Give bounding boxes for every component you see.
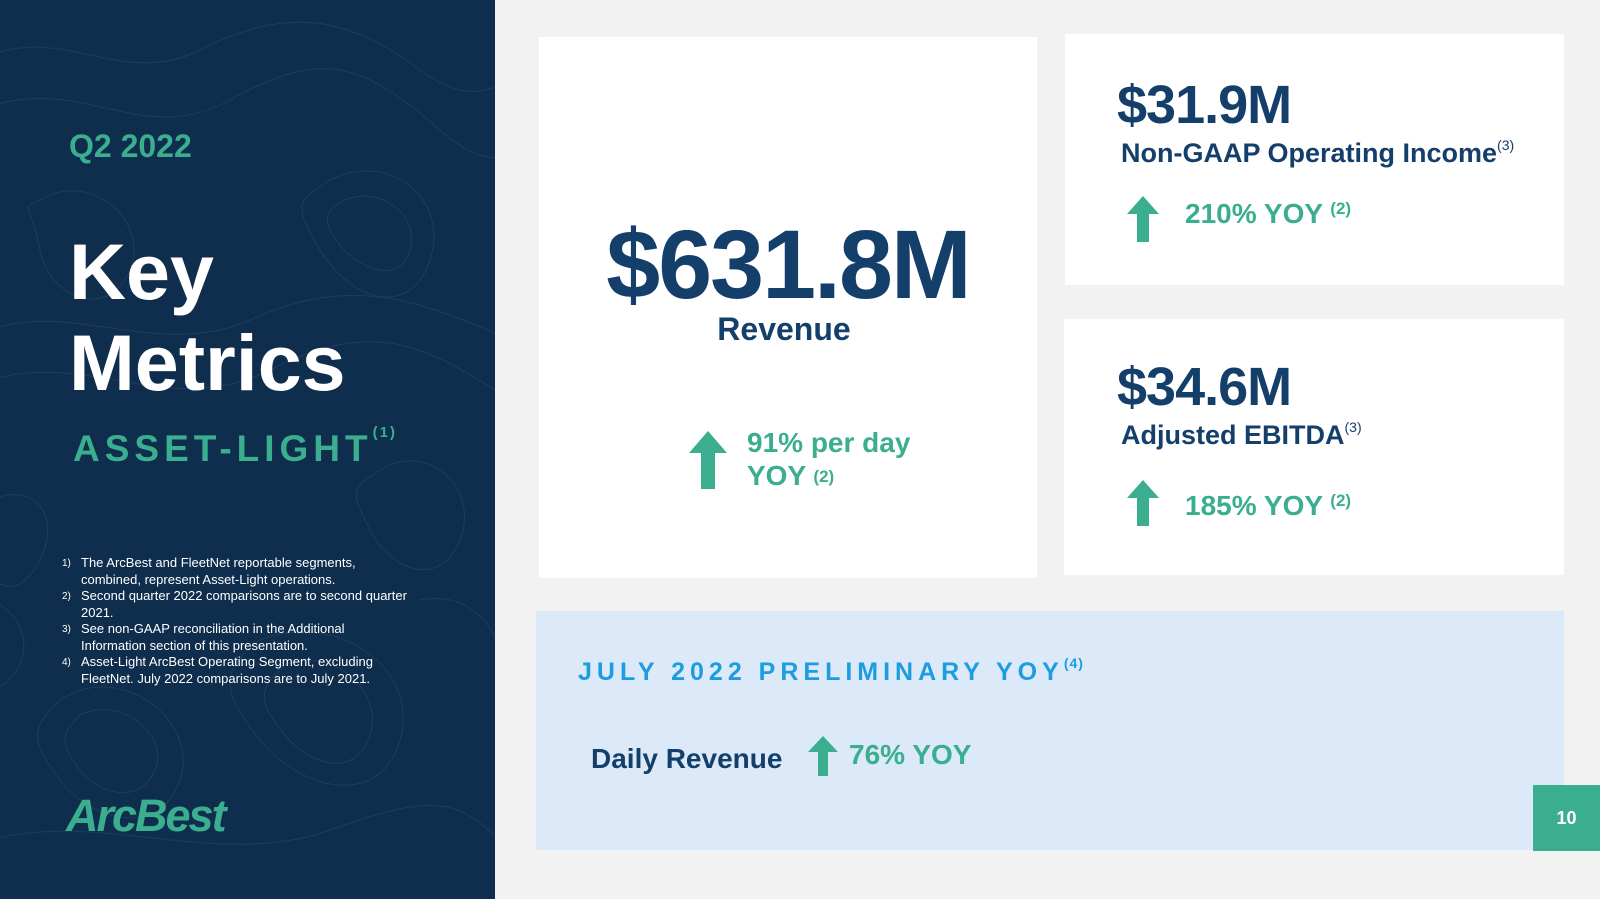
july-panel-title: JULY 2022 PRELIMINARY YOY(4): [578, 655, 1084, 687]
page-title: Key Metrics: [69, 226, 346, 408]
footnote-ref: (3): [1344, 419, 1362, 435]
footnote-ref: (2): [1330, 491, 1352, 510]
footnote-number: 1): [62, 558, 71, 569]
daily-revenue-label: Daily Revenue: [591, 743, 783, 774]
revenue-change-line-2: YOY: [747, 460, 806, 491]
footnote-ref: (1): [372, 424, 397, 441]
footnote-text: Second quarter 2022 comparisons are to s…: [81, 588, 407, 620]
arcbest-logo: ArcBest: [66, 790, 227, 841]
revenue-change: 91% per day YOY (2): [747, 426, 910, 492]
footnote-item: 1) The ArcBest and FleetNet reportable s…: [62, 555, 407, 588]
quarter-label: Q2 2022: [69, 128, 192, 164]
ebitda-change-text: 185% YOY: [1185, 490, 1323, 521]
segment-subtitle: ASSET-LIGHT(1): [73, 424, 397, 470]
daily-revenue-change: 76% YOY: [849, 739, 972, 770]
footnote-ref: (2): [1330, 199, 1352, 218]
footnote-number: 2): [62, 591, 71, 602]
title-line-2: Metrics: [69, 318, 346, 407]
footnote-number: 3): [62, 624, 71, 635]
up-arrow-icon: [689, 431, 727, 489]
title-line-1: Key: [69, 227, 214, 316]
up-arrow-icon: [1127, 196, 1159, 242]
operating-income-change-text: 210% YOY: [1185, 198, 1323, 229]
left-panel: Q2 2022 Key Metrics ASSET-LIGHT(1) 1) Th…: [0, 0, 495, 899]
ebitda-change: 185% YOY (2): [1185, 490, 1351, 522]
up-arrow-icon: [808, 736, 838, 776]
footnote-ref: (4): [1063, 655, 1084, 671]
footnote-text: See non-GAAP reconciliation in the Addit…: [81, 621, 345, 653]
up-arrow-icon: [1127, 480, 1159, 526]
footnote-item: 4) Asset-Light ArcBest Operating Segment…: [62, 654, 407, 687]
operating-income-value: $31.9M: [1117, 75, 1292, 135]
footnote-number: 4): [62, 657, 71, 668]
ebitda-value: $34.6M: [1117, 357, 1292, 417]
revenue-value: $631.8M: [606, 210, 972, 319]
ebitda-label: Adjusted EBITDA(3): [1121, 419, 1362, 451]
footnote-text: The ArcBest and FleetNet reportable segm…: [81, 555, 356, 587]
operating-income-card: $31.9M Non-GAAP Operating Income(3) 210%…: [1065, 34, 1564, 285]
operating-income-label-text: Non-GAAP Operating Income: [1121, 138, 1498, 168]
topographic-background: [0, 21, 495, 845]
july-panel-title-text: JULY 2022 PRELIMINARY YOY: [578, 658, 1064, 686]
revenue-card: $631.8M Revenue 91% per day YOY (2): [539, 37, 1037, 578]
ebitda-label-text: Adjusted EBITDA: [1121, 420, 1345, 450]
revenue-label: Revenue: [717, 311, 851, 347]
segment-subtitle-text: ASSET-LIGHT: [73, 428, 373, 469]
july-preliminary-panel: JULY 2022 PRELIMINARY YOY(4) Daily Reven…: [536, 611, 1564, 850]
footnote-text: Asset-Light ArcBest Operating Segment, e…: [81, 654, 373, 686]
footnote-ref: (2): [813, 467, 835, 486]
ebitda-card: $34.6M Adjusted EBITDA(3) 185% YOY (2): [1064, 319, 1564, 575]
footnote-item: 2) Second quarter 2022 comparisons are t…: [62, 588, 407, 621]
page-number: 10: [1533, 785, 1600, 851]
operating-income-label: Non-GAAP Operating Income(3): [1121, 137, 1515, 169]
footnote-ref: (3): [1497, 137, 1515, 153]
footnotes-list: 1) The ArcBest and FleetNet reportable s…: [62, 555, 407, 687]
revenue-change-line-1: 91% per day: [747, 427, 911, 458]
operating-income-change: 210% YOY (2): [1185, 198, 1351, 230]
footnote-item: 3) See non-GAAP reconciliation in the Ad…: [62, 621, 407, 654]
